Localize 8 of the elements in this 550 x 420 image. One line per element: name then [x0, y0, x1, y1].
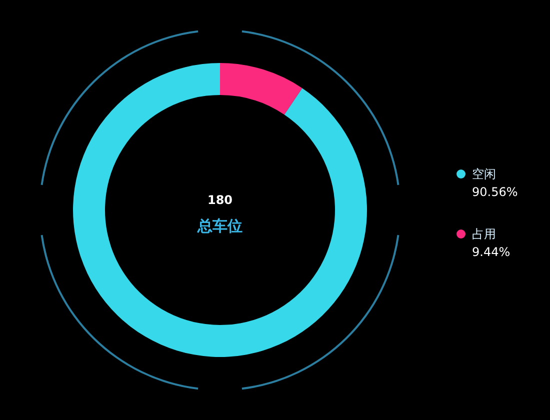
- data-label: 90.56%: [472, 185, 518, 199]
- text: 180: [207, 193, 233, 207]
- legend-label: 空闲: [472, 167, 496, 181]
- text: 总车位: [196, 217, 242, 235]
- donut-slice: [220, 63, 302, 115]
- data-label: 9.44%: [472, 245, 510, 259]
- donut-slice: [73, 63, 367, 357]
- legend-label: 占用: [472, 227, 496, 241]
